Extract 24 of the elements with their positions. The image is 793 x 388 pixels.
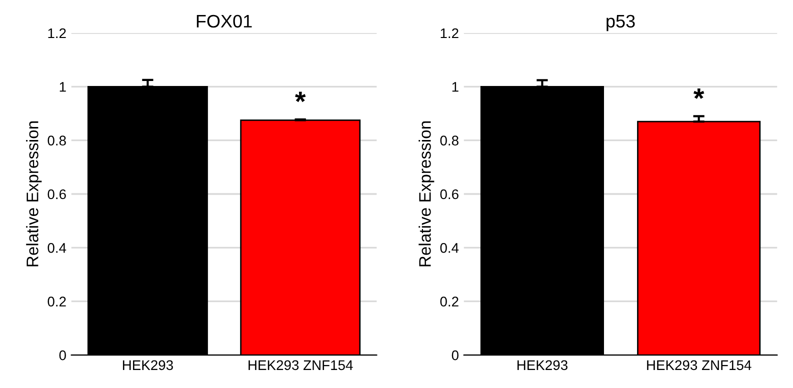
annotation: *	[694, 88, 704, 99]
y-tick-label: 1	[60, 82, 66, 92]
y-tick-label: 0.4	[48, 243, 66, 253]
y-tick-label: 1	[452, 82, 458, 92]
chart-title: p53	[606, 14, 635, 32]
y-tick-label: 0.6	[48, 189, 66, 200]
y-axis-title: Relative Expression	[26, 121, 42, 266]
y-tick-label: 0.2	[440, 296, 458, 307]
chart-title: FOX01	[196, 14, 252, 28]
y-tick-label: 0.4	[440, 243, 459, 253]
y-axis-title: Relative Expression	[418, 121, 434, 266]
y-tick-label: 1.2	[440, 28, 458, 38]
y-tick-label: 0	[59, 350, 66, 360]
x-tick-label: HEK293	[517, 360, 568, 370]
y-tick-label: 0.2	[48, 296, 66, 307]
y-tick-label: 1.2	[48, 28, 66, 38]
y-tick-label: 0.8	[48, 136, 66, 146]
x-tick-label: HEK293 ZNF154	[647, 360, 752, 370]
y-tick-label: 0	[452, 350, 458, 360]
y-tick-label: 0.8	[440, 136, 458, 146]
x-tick-label: HEK293	[122, 360, 173, 370]
x-tick-label: HEK293 ZNF154	[248, 360, 353, 370]
annotation: *	[295, 92, 306, 102]
y-tick-label: 0.6	[440, 189, 458, 200]
